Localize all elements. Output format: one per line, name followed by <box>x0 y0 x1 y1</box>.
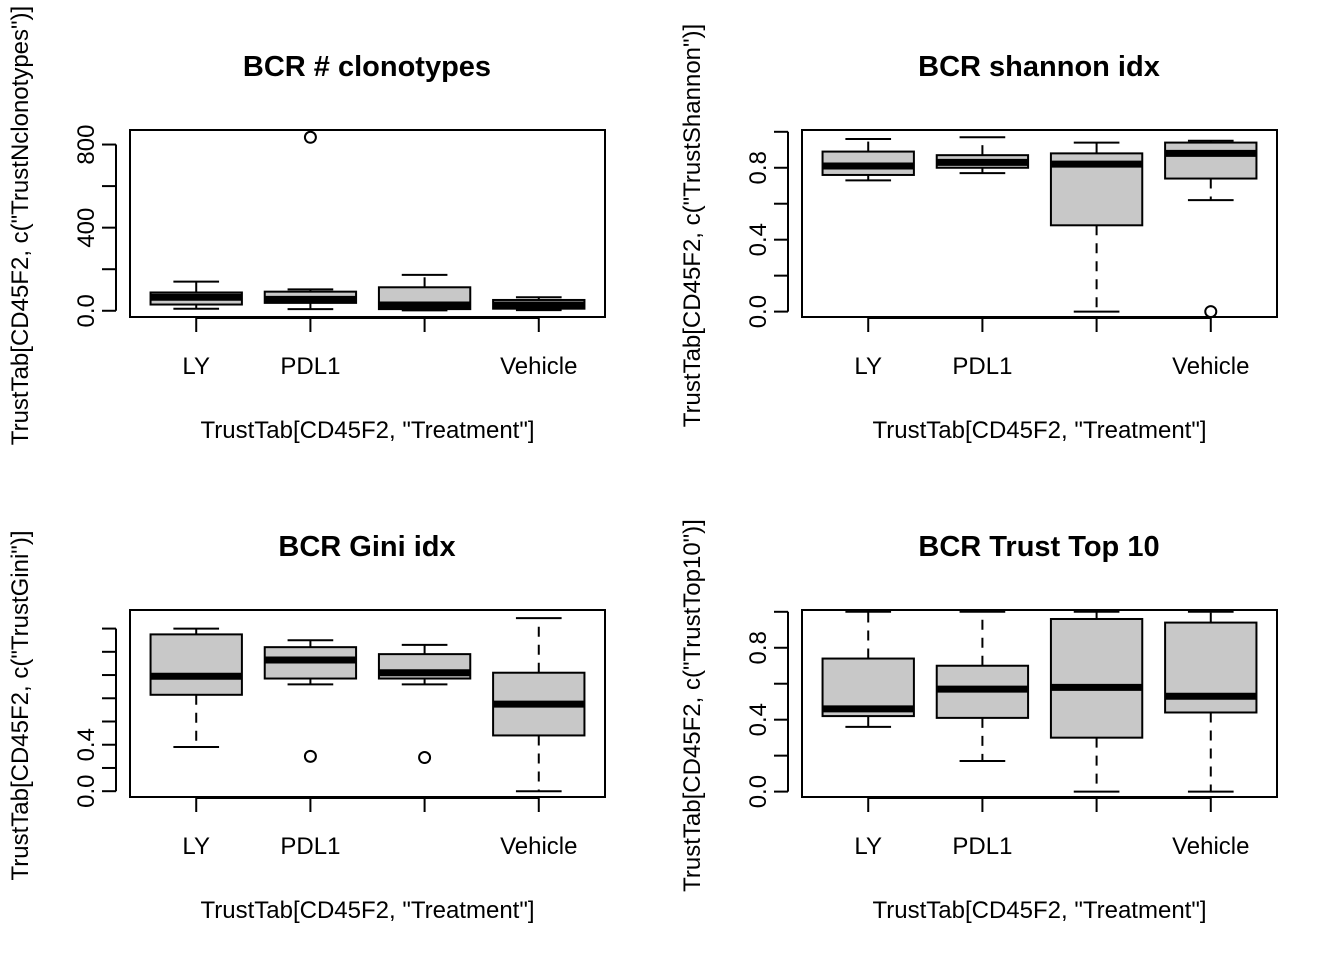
chart-panel-4: BCR Trust Top 10 0.0 0.4 0.8 LY PDL1 Vehicle Tr… <box>679 519 1278 924</box>
box-pdl1 <box>263 639 358 763</box>
x-tick-label: LY <box>182 353 210 380</box>
y-tick-label: 0.8 <box>745 631 772 664</box>
box-ly <box>821 137 915 182</box>
box-vehicle <box>1164 610 1258 793</box>
box-unlabeled <box>1049 610 1144 793</box>
box-pdl1 <box>263 130 358 311</box>
x-tick-label: Vehicle <box>1172 353 1249 380</box>
y-tick-label: 0.0 <box>745 775 772 808</box>
x-tick-label: Vehicle <box>500 353 577 380</box>
x-axis-label: TrustTab[CD45F2, "Treatment"] <box>872 417 1206 444</box>
chart-title: BCR Gini idx <box>278 531 455 563</box>
box-unlabeled <box>377 643 472 765</box>
y-tick-label: 0.0 <box>73 775 100 808</box>
y-axis-label: TrustTab[CD45F2, c("TrustGini")] <box>7 531 34 881</box>
chart-title: BCR Trust Top 10 <box>918 531 1159 563</box>
box-vehicle <box>492 296 586 312</box>
y-tick-label: 0.8 <box>745 151 772 184</box>
chart-panel-2: BCR shannon idx 0.0 0.4 0.8 LY PDL1 Vehicle Tru… <box>679 24 1278 444</box>
x-tick-label: Vehicle <box>500 833 577 860</box>
x-tick-label: LY <box>854 833 882 860</box>
y-axis-label: TrustTab[CD45F2, c("TrustShannon")] <box>679 24 706 427</box>
outlier-point <box>418 751 432 765</box>
x-tick-label: LY <box>182 833 210 860</box>
box-body <box>1049 617 1144 739</box>
y-tick-label: 400 <box>73 208 100 248</box>
box-ly <box>149 627 243 749</box>
box-unlabeled <box>1049 141 1144 313</box>
x-tick-label: PDL1 <box>280 353 340 380</box>
y-tick-label: 0.0 <box>745 295 772 328</box>
x-tick-label: LY <box>854 353 882 380</box>
y-axis-label: TrustTab[CD45F2, c("TrustTop10")] <box>679 519 706 892</box>
outlier-point <box>303 749 317 763</box>
box-pdl1 <box>935 610 1030 763</box>
outlier-point <box>303 130 317 144</box>
x-axis-label: TrustTab[CD45F2, "Treatment"] <box>872 897 1206 924</box>
chart-panel-1: BCR # clonotypes 0.0 400 800 LY PDL1 Vehicle Tr… <box>7 6 606 445</box>
box-ly <box>149 280 243 310</box>
y-tick-label: 0.4 <box>73 728 100 761</box>
box-body <box>149 633 243 696</box>
outlier-point <box>1204 305 1218 319</box>
box-unlabeled <box>377 273 472 312</box>
x-axis-label: TrustTab[CD45F2, "Treatment"] <box>200 417 534 444</box>
y-tick-label: 0.0 <box>73 294 100 327</box>
box-vehicle <box>492 617 586 793</box>
x-tick-label: PDL1 <box>280 833 340 860</box>
x-tick-label: PDL1 <box>952 833 1012 860</box>
box-body <box>1164 141 1258 180</box>
chart-panel-3: BCR Gini idx 0.0 0.4 LY PDL1 Vehicle TrustTab[… <box>7 531 606 924</box>
y-tick-label: 0.4 <box>745 223 772 256</box>
box-ly <box>821 610 915 728</box>
y-tick-label: 0.4 <box>745 703 772 736</box>
chart-title: BCR # clonotypes <box>243 51 491 83</box>
y-tick-label: 800 <box>73 125 100 165</box>
x-axis-label: TrustTab[CD45F2, "Treatment"] <box>200 897 534 924</box>
y-axis-label: TrustTab[CD45F2, c("TrustNclonotypes")] <box>7 6 34 445</box>
x-tick-label: PDL1 <box>952 353 1012 380</box>
box-vehicle <box>1164 139 1258 319</box>
x-tick-label: Vehicle <box>1172 833 1249 860</box>
box-pdl1 <box>935 136 1030 175</box>
chart-title: BCR shannon idx <box>918 51 1160 83</box>
